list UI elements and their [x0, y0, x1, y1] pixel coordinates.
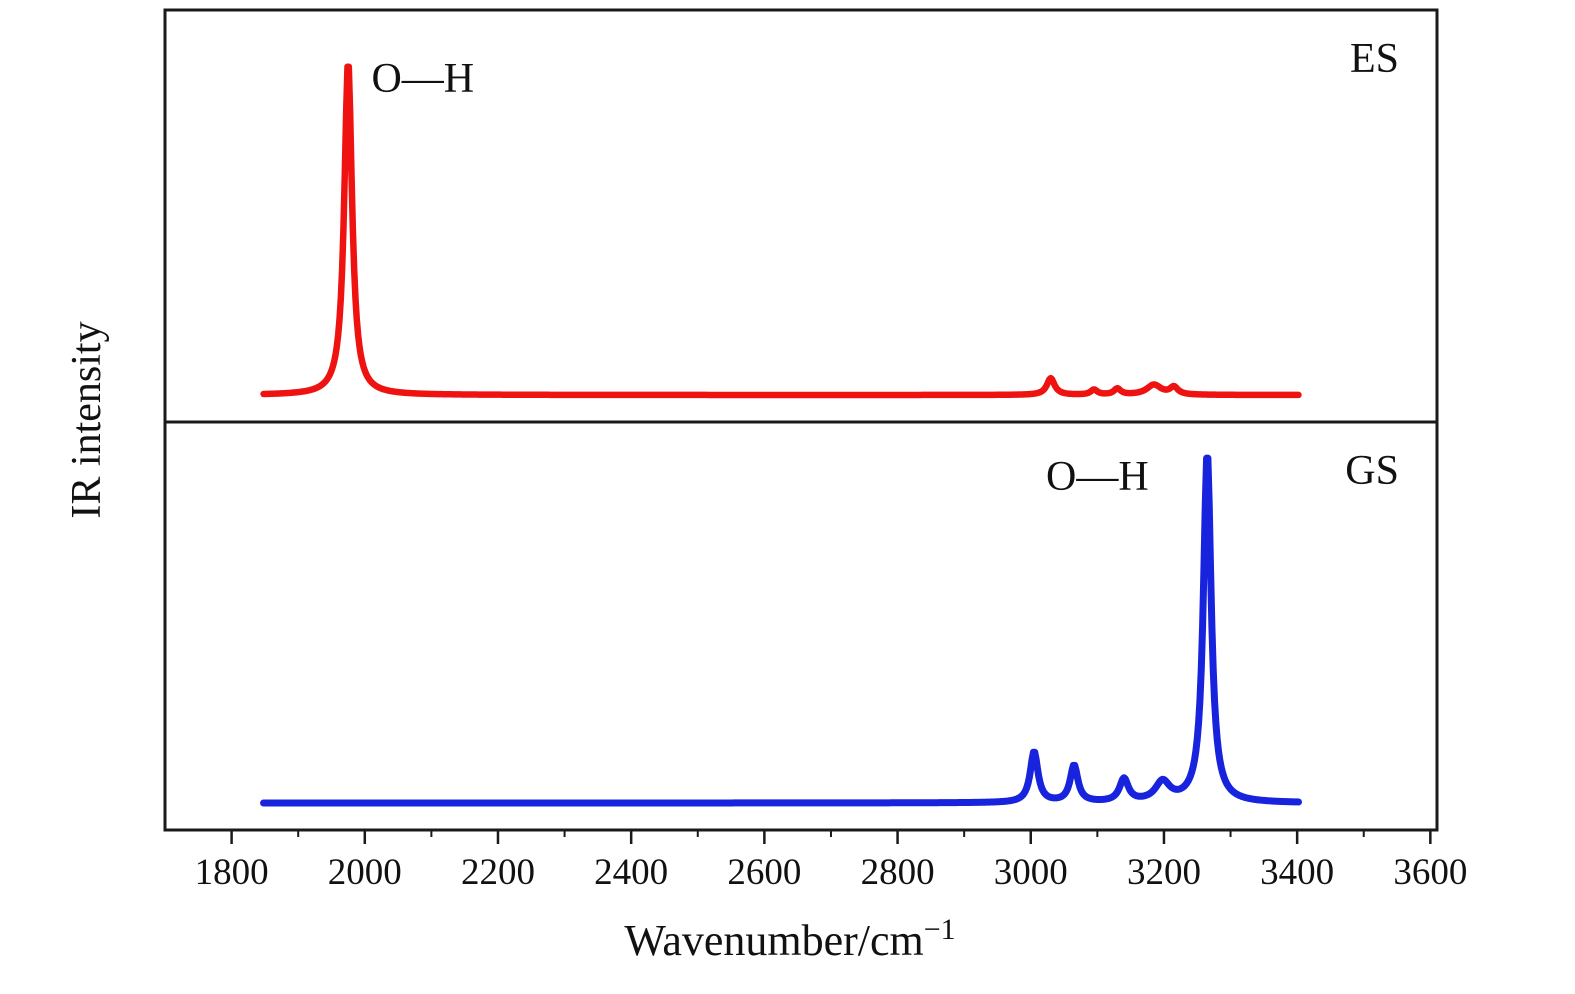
x-tick-label: 3000: [994, 852, 1068, 893]
panel-tag-es: ES: [1350, 36, 1399, 82]
oh-peak-annotation-gs: O—H: [1046, 454, 1149, 500]
x-tick-label: 2400: [594, 852, 668, 893]
y-axis-label: IR intensity: [64, 321, 110, 518]
x-axis-tick-labels: 1800 2000 2200 2400 2600 2800 3000 3200 3400 3600: [195, 852, 1468, 893]
x-tick-label: 2600: [727, 852, 801, 893]
x-axis-ticks: [230, 830, 1432, 844]
plot-frame: [163, 8, 1439, 832]
x-tick-label: 3600: [1393, 852, 1467, 893]
oh-peak-annotation-es: O—H: [371, 56, 474, 102]
x-tick-label: 2800: [861, 852, 935, 893]
x-tick-label: 1800: [195, 852, 269, 893]
x-axis-label-main: Wavenumber/cm: [624, 916, 923, 965]
spectrum-curve-gs: [260, 454, 1302, 807]
x-tick-label: 2000: [328, 852, 402, 893]
panel-tag-gs: GS: [1345, 448, 1399, 494]
x-axis-label-superscript: −1: [924, 913, 956, 946]
peak-annotations: O—H ES O—H GS: [371, 36, 1399, 500]
spectra-curves: [260, 63, 1302, 807]
x-tick-label: 3200: [1127, 852, 1201, 893]
spectrum-curve-es: [260, 63, 1302, 399]
x-tick-label: 2200: [461, 852, 535, 893]
x-tick-label: 3400: [1260, 852, 1334, 893]
x-axis-label: Wavenumber/cm−1: [624, 913, 955, 965]
